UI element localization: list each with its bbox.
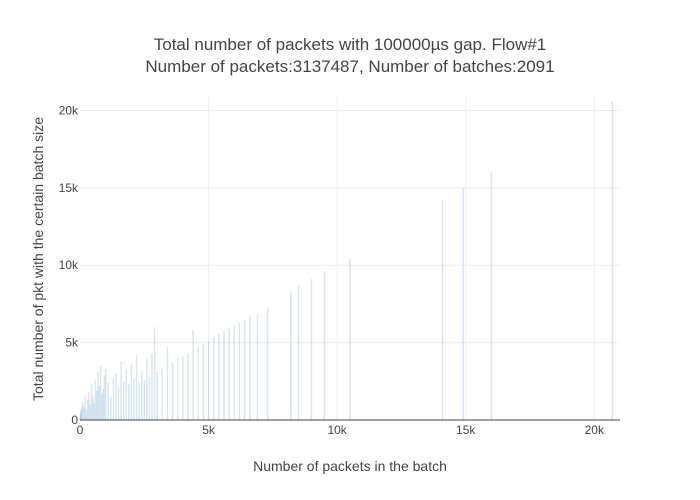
x-tick-label: 10k	[327, 423, 347, 437]
bar	[233, 325, 236, 420]
bar	[212, 337, 215, 420]
bar	[133, 378, 135, 420]
y-tick-label: 5k	[65, 336, 79, 350]
bar	[86, 399, 89, 420]
bar	[120, 361, 122, 420]
bar	[84, 395, 86, 420]
bar	[88, 392, 90, 420]
bar	[256, 314, 259, 420]
bar	[310, 279, 313, 420]
bar	[228, 328, 230, 420]
chart-title: Total number of packets with 100000µs ga…	[154, 35, 547, 54]
bar	[202, 344, 205, 420]
bar	[98, 385, 101, 420]
bar	[112, 378, 115, 420]
bar	[197, 347, 200, 420]
x-tick-label: 0	[77, 423, 84, 437]
bar	[441, 200, 444, 420]
bar	[153, 327, 156, 420]
bar	[81, 401, 84, 420]
bar	[130, 364, 133, 420]
bar	[94, 379, 97, 420]
bar	[89, 404, 92, 420]
bar	[97, 372, 99, 420]
bar	[171, 362, 174, 420]
bar	[101, 393, 103, 420]
bar	[349, 259, 351, 420]
bars	[79, 101, 614, 420]
bar	[143, 379, 146, 420]
x-axis-title: Number of packets in the batch	[253, 458, 447, 474]
grid-lines	[80, 95, 620, 420]
bar	[140, 370, 143, 420]
bar	[115, 373, 117, 420]
x-tick-label: 5k	[202, 423, 216, 437]
bar	[323, 271, 326, 420]
bar	[102, 389, 104, 420]
bar	[462, 187, 464, 420]
bar	[151, 353, 153, 420]
bar	[135, 355, 138, 420]
bar	[490, 172, 493, 420]
y-axis-title: Total number of pkt with the certain bat…	[30, 117, 46, 401]
axes: 0 5k 10k 15k 20k 0 5k 10k 15k 20k	[59, 103, 620, 437]
bar	[92, 396, 94, 420]
bar	[156, 372, 158, 420]
bar	[107, 382, 110, 420]
bar	[146, 359, 148, 420]
bar	[611, 101, 614, 420]
bar	[79, 413, 82, 420]
bar	[182, 356, 184, 420]
bar	[187, 353, 189, 420]
bar	[99, 365, 102, 420]
bar	[161, 368, 164, 420]
bar	[83, 406, 85, 420]
bar	[238, 322, 241, 420]
bar	[248, 316, 251, 420]
bar	[148, 376, 151, 420]
bar	[93, 402, 95, 420]
bar	[128, 384, 130, 420]
bar	[80, 410, 82, 420]
bar	[223, 331, 225, 420]
bar	[243, 319, 246, 420]
bar	[110, 396, 112, 420]
bar	[103, 375, 106, 420]
bar	[122, 381, 125, 420]
bar	[125, 368, 128, 420]
y-tick-label: 20k	[59, 103, 79, 117]
bar	[176, 358, 179, 420]
bar	[80, 407, 83, 420]
bar	[192, 330, 194, 420]
y-tick-label: 10k	[59, 258, 79, 272]
bar	[218, 333, 220, 420]
bar	[166, 347, 169, 420]
bar	[104, 368, 107, 420]
x-tick-label: 15k	[456, 423, 476, 437]
y-tick-label: 15k	[59, 181, 79, 195]
y-tick-label: 0	[71, 413, 78, 427]
x-tick-label: 20k	[585, 423, 605, 437]
bar	[138, 382, 140, 420]
chart-subtitle: Number of packets:3137487, Number of bat…	[145, 57, 554, 76]
bar	[95, 390, 98, 420]
bar	[85, 409, 88, 420]
bar	[297, 285, 300, 420]
bar	[266, 308, 269, 420]
bar	[207, 341, 210, 420]
bar	[117, 387, 120, 420]
bar	[290, 291, 292, 420]
bar	[90, 384, 93, 420]
